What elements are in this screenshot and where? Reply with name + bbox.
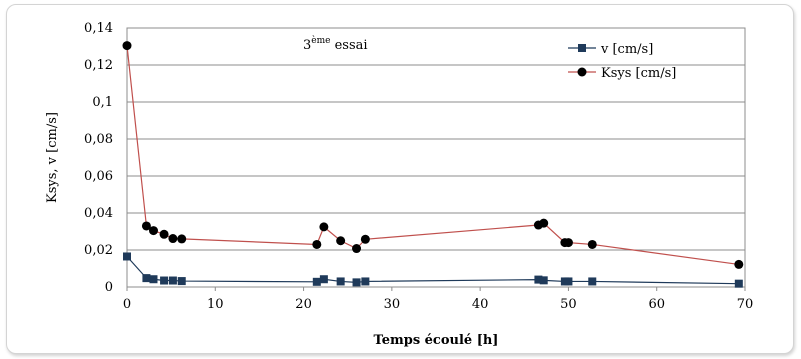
data-point [142,274,151,283]
x-tick-label: 60 [648,297,665,312]
x-tick-label: 40 [472,297,489,312]
data-point [319,222,329,232]
data-point [148,226,158,236]
data-point [177,234,187,244]
data-point [360,234,370,244]
y-tick-labels: 0 0,02 0,04 0,06 0,08 0,1 0,12 0,14 [84,21,113,295]
x-tick-label: 10 [207,297,224,312]
data-point [168,276,177,285]
x-tick-label: 30 [384,297,401,312]
x-axis-title: Temps écoulé [h] [374,333,499,348]
data-point [141,221,151,231]
series-group [122,41,744,288]
annotation-main: 3 [303,38,311,53]
legend: v [cm/s] Ksys [cm/s] [568,42,676,81]
legend-ksys-label: Ksys [cm/s] [601,66,676,81]
data-point [361,277,370,286]
data-point [588,277,597,286]
x-tick-label: 50 [560,297,577,312]
y-tick-label: 0,04 [84,206,113,221]
data-point [336,236,346,246]
data-point [312,239,322,249]
annotation-superscript: ème [311,35,330,46]
y-tick-label: 0 [105,280,113,295]
plot-area-border [126,27,746,288]
legend-ksys-marker [577,67,587,77]
x-tick-label: 70 [737,297,754,312]
data-point [177,277,186,286]
y-tick-label: 0,1 [92,95,113,110]
x-tick-label: 20 [295,297,312,312]
data-point [539,218,549,228]
x-tick-labels: 0 10 20 30 40 50 60 70 [123,297,753,312]
data-point [587,239,597,249]
y-tick-label: 0,14 [84,21,113,36]
data-point [734,259,744,269]
data-point [534,275,543,284]
data-point [159,229,169,239]
data-point [336,277,345,286]
data-point [123,252,131,261]
series-ksys [122,41,744,269]
y-tick-label: 0,02 [84,243,113,258]
chart-frame [6,4,794,354]
legend-v-label: v [cm/s] [600,42,653,57]
data-point [563,238,573,248]
y-tick-label: 0,08 [84,132,113,147]
annotation-rest: essai [330,38,367,53]
series-line [126,256,739,285]
y-tick-label: 0,12 [84,58,113,73]
chart-annotation: 3ème essai [303,35,368,53]
y-tick-label: 0,06 [84,169,113,184]
x-tick-label: 0 [123,297,131,312]
data-point [352,244,362,254]
y-axis-title: Ksys, v [cm/s] [45,112,60,203]
data-point [149,275,158,284]
data-point [734,279,743,288]
data-point [539,276,548,285]
series-v [123,252,743,288]
data-point [564,277,573,286]
data-point [160,276,169,285]
data-point [312,277,321,286]
data-point [319,275,328,284]
data-point [122,41,132,51]
data-point [168,234,178,244]
legend-v-marker [578,44,586,52]
data-point [352,278,361,287]
